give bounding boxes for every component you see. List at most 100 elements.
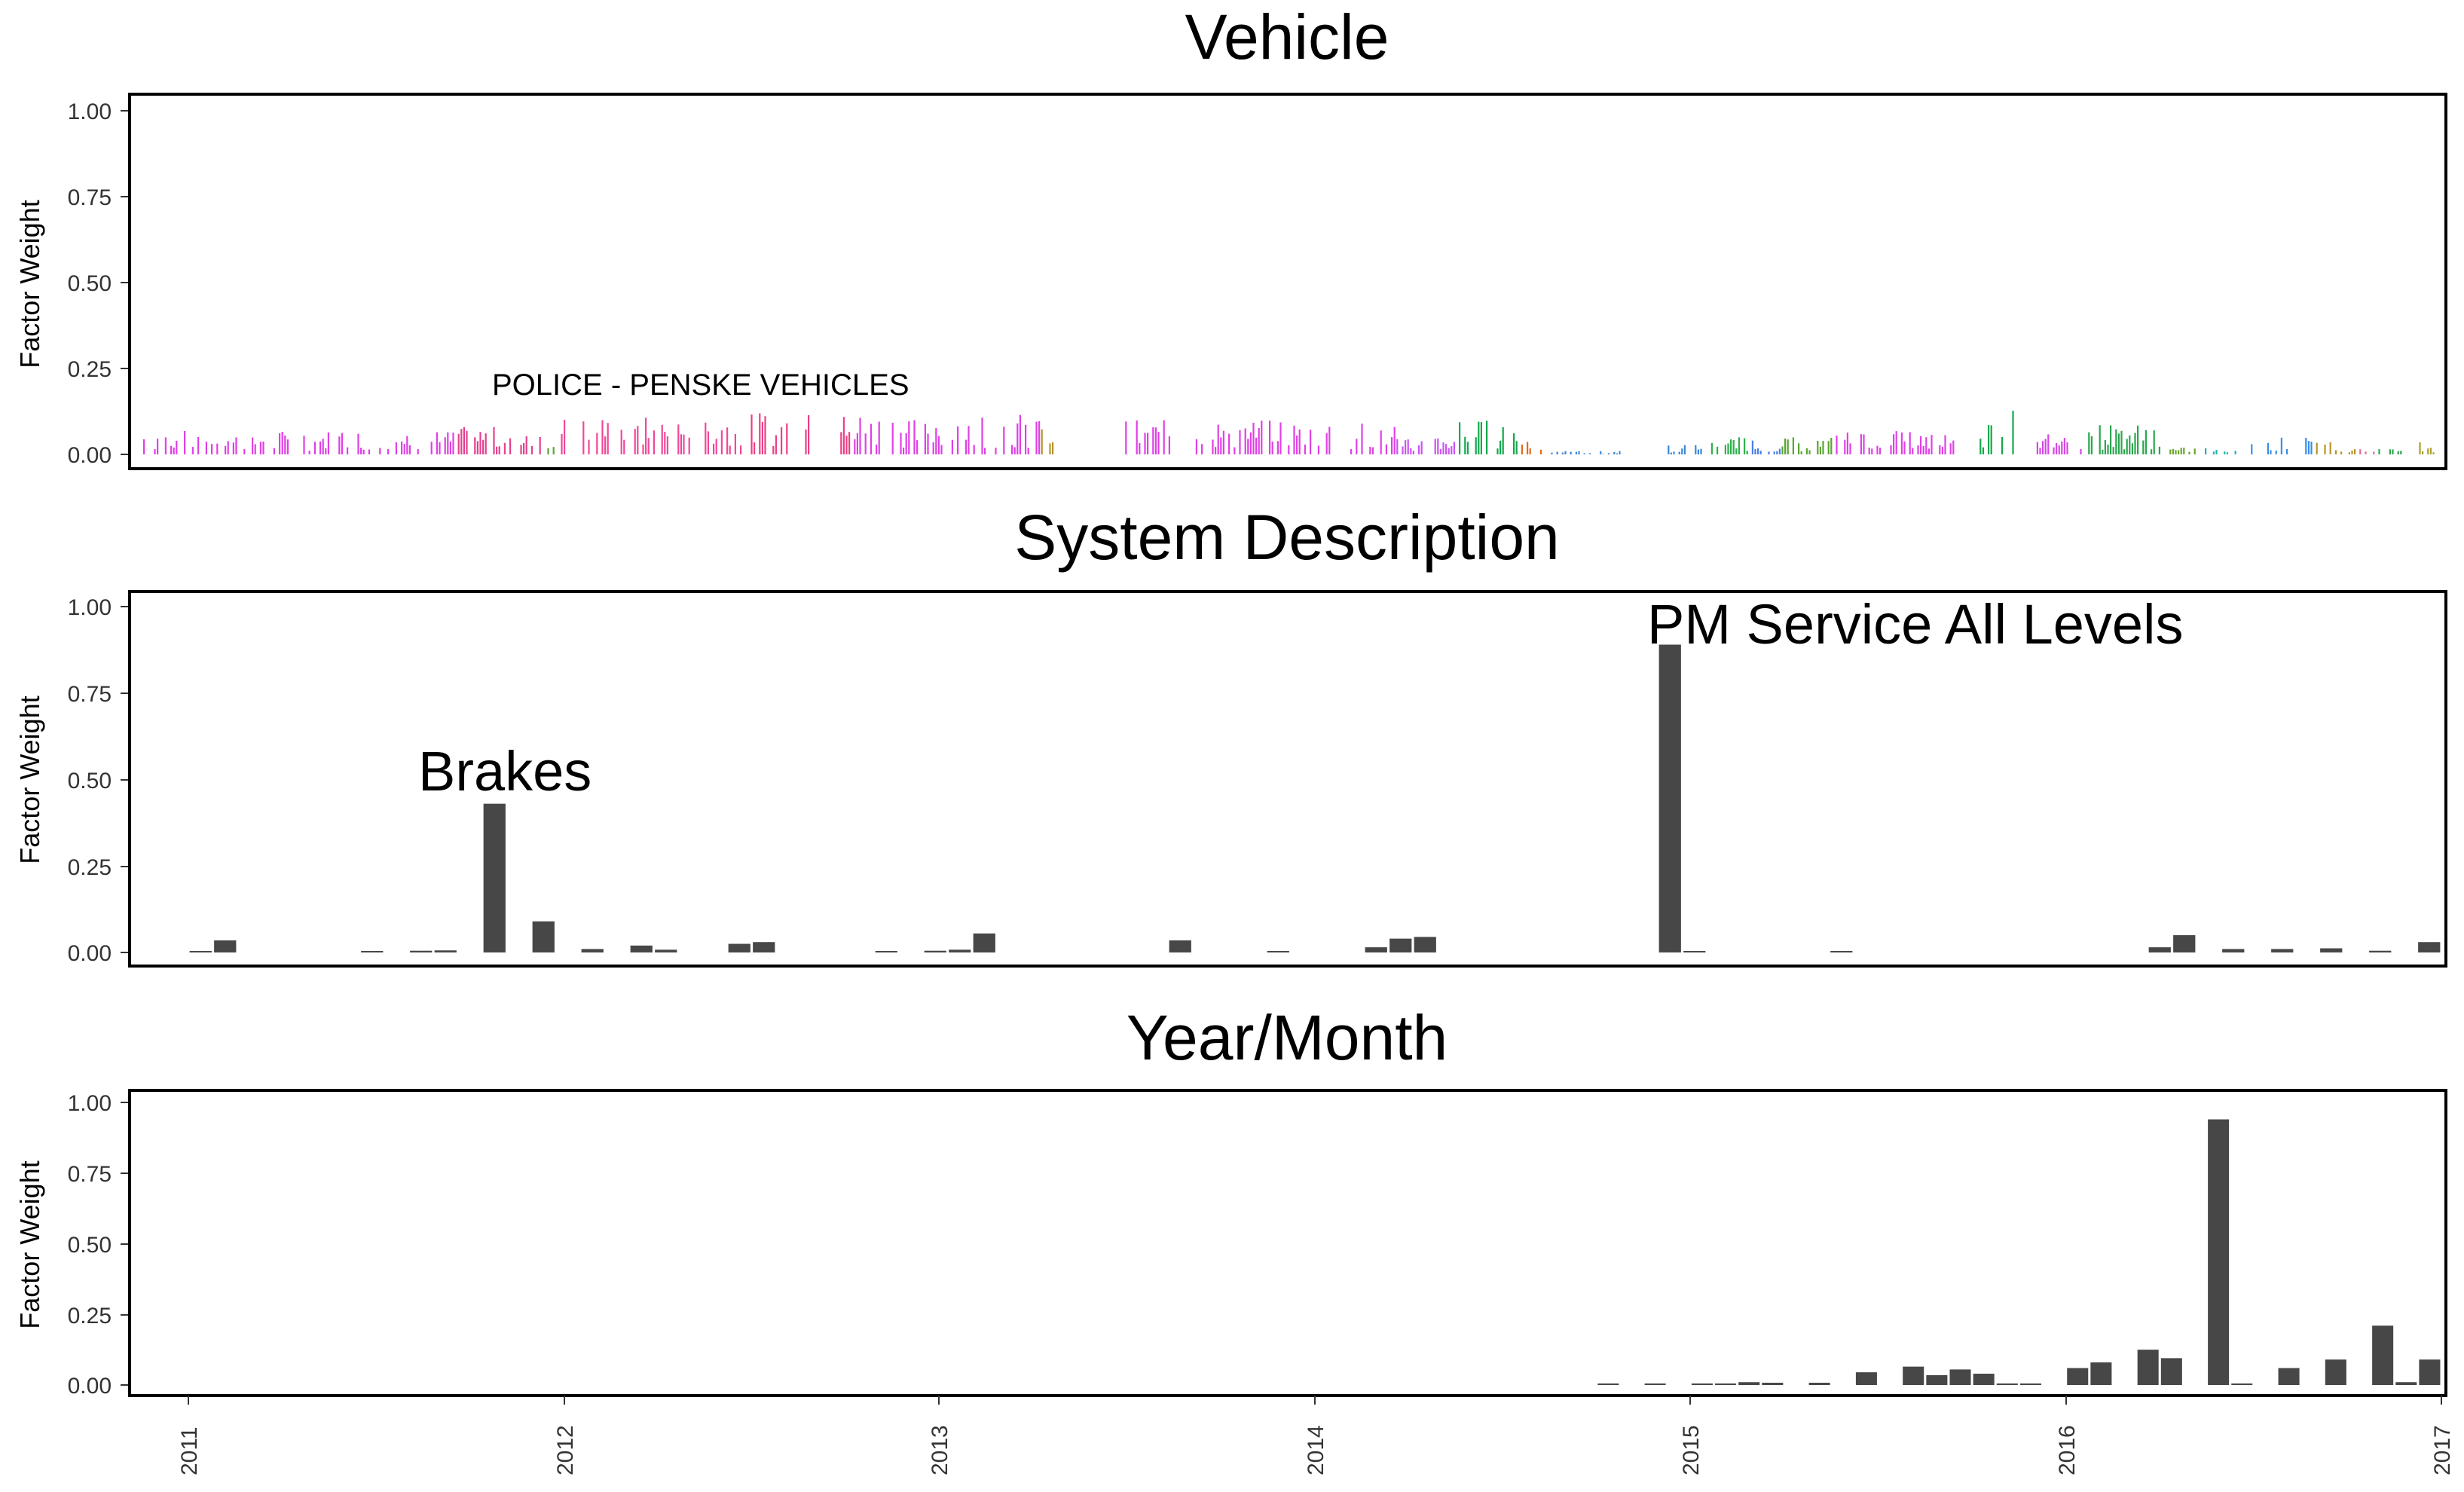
vehicle-bar (170, 445, 173, 454)
vehicle-bar (2188, 451, 2190, 454)
vehicle-bar (157, 439, 159, 454)
y-tick-label: 0.25 (68, 855, 112, 880)
vehicle-bar (191, 447, 194, 454)
year-month-panel: Year/Month Factor Weight 1.00 0.75 0.50 … (14, 1002, 2455, 1475)
vehicle-bar (2066, 442, 2068, 454)
bar (1738, 1382, 1760, 1385)
vehicle-bar (259, 442, 261, 454)
vehicle-bar (1744, 438, 1746, 454)
vehicle-bar (1356, 439, 1358, 454)
vehicle-bar (1710, 442, 1713, 454)
x-tick-label: 2017 (2430, 1425, 2455, 1475)
vehicle-bar (680, 434, 682, 454)
vehicle-bar (864, 433, 867, 454)
vehicle-bar (2427, 448, 2429, 454)
vehicle-bar (1451, 446, 1453, 454)
vehicle-bar (1700, 448, 1702, 454)
system-description-bars (189, 644, 2441, 953)
vehicle-bar (1895, 431, 1897, 454)
vehicle-bar (1613, 451, 1616, 454)
bar (2372, 1325, 2394, 1385)
vehicle-bar (2180, 448, 2182, 454)
vehicle-bar (1049, 443, 1051, 454)
bar (1903, 1366, 1924, 1386)
vehicle-bar (1152, 427, 1154, 454)
vehicle-bar (1619, 451, 1621, 454)
vehicle-bar (457, 433, 460, 454)
bar (1996, 1383, 2018, 1385)
bar (2271, 949, 2294, 952)
bar (924, 950, 946, 952)
vehicle-bar (842, 417, 845, 454)
vehicle-bar (2117, 433, 2120, 454)
vehicle-bar (1391, 437, 1393, 454)
y-tick-label: 0.50 (68, 769, 112, 793)
vehicle-bar (1239, 430, 1241, 454)
vehicle-bar (601, 420, 604, 454)
vehicle-bar (1697, 449, 1699, 454)
vehicle-bar (2429, 448, 2432, 454)
vehicle-bar (876, 444, 878, 454)
vehicle-bar (2307, 441, 2310, 454)
vehicle-bar (995, 448, 997, 454)
vehicle-bar (1453, 442, 1455, 454)
vehicle-bar (1863, 434, 1865, 454)
vehicle-bar (1393, 427, 1396, 454)
vehicle-bar (1876, 445, 1879, 454)
bar (1855, 1372, 1877, 1386)
bar (1597, 1383, 1619, 1385)
vehicle-bar (235, 437, 237, 454)
vehicle-bar (1215, 447, 1217, 454)
bar (2320, 948, 2343, 952)
vehicle-bar (661, 424, 663, 454)
vehicle-bar (1588, 453, 1591, 454)
vehicle-bar (408, 445, 411, 454)
bar (2208, 1119, 2230, 1385)
vehicle-bar (1304, 444, 1306, 454)
vehicle-bar (439, 442, 441, 454)
vehicle-bar (2110, 425, 2112, 454)
bar (949, 949, 971, 952)
bar (1762, 1383, 1784, 1385)
vehicle-bar (878, 421, 880, 454)
vehicle-bar (2275, 450, 2277, 454)
vehicle-bar (1464, 436, 1466, 454)
vehicle-bar (913, 420, 916, 454)
vehicle-bar (2329, 442, 2331, 454)
vehicle-bar (1288, 445, 1290, 454)
vehicle-bar (781, 427, 783, 454)
vehicle-bar (1754, 448, 1756, 454)
vehicle-bar (564, 420, 566, 454)
vehicle-bar (1800, 451, 1802, 454)
y-axis-label: Factor Weight (14, 200, 45, 368)
vehicle-bar (1608, 453, 1610, 454)
vehicle-bar (1903, 441, 1906, 454)
vehicle-bar (1909, 432, 1911, 454)
vehicle-bar (2080, 448, 2082, 454)
vehicle-bar (2137, 425, 2139, 454)
vehicle-bar (1234, 447, 1236, 454)
annotation-label: PM Service All Levels (1647, 593, 2184, 656)
vehicle-bar (436, 432, 438, 454)
vehicle-bar (759, 413, 761, 454)
vehicle-bar (734, 433, 736, 454)
vehicle-bar (1683, 445, 1686, 454)
y-tick-label: 1.00 (68, 99, 112, 124)
vehicle-bar (2012, 411, 2014, 454)
vehicle-bar (406, 436, 408, 454)
vehicle-bar (2039, 448, 2041, 454)
vehicle-bar (2212, 451, 2215, 454)
vehicle-bar (561, 434, 563, 454)
vehicle-bar (143, 439, 145, 454)
vehicle-bar (1849, 443, 1851, 454)
bar (1658, 644, 1681, 952)
vehicle-bar (607, 423, 609, 454)
vehicle-bar (1868, 448, 1870, 454)
vehicle-bar (2123, 449, 2126, 454)
vehicle-bar (1724, 445, 1726, 454)
vehicle-bar (1052, 442, 1054, 454)
bar (1691, 1383, 1713, 1385)
vehicle-bar (1844, 439, 1846, 454)
vehicle-bar (523, 443, 525, 454)
